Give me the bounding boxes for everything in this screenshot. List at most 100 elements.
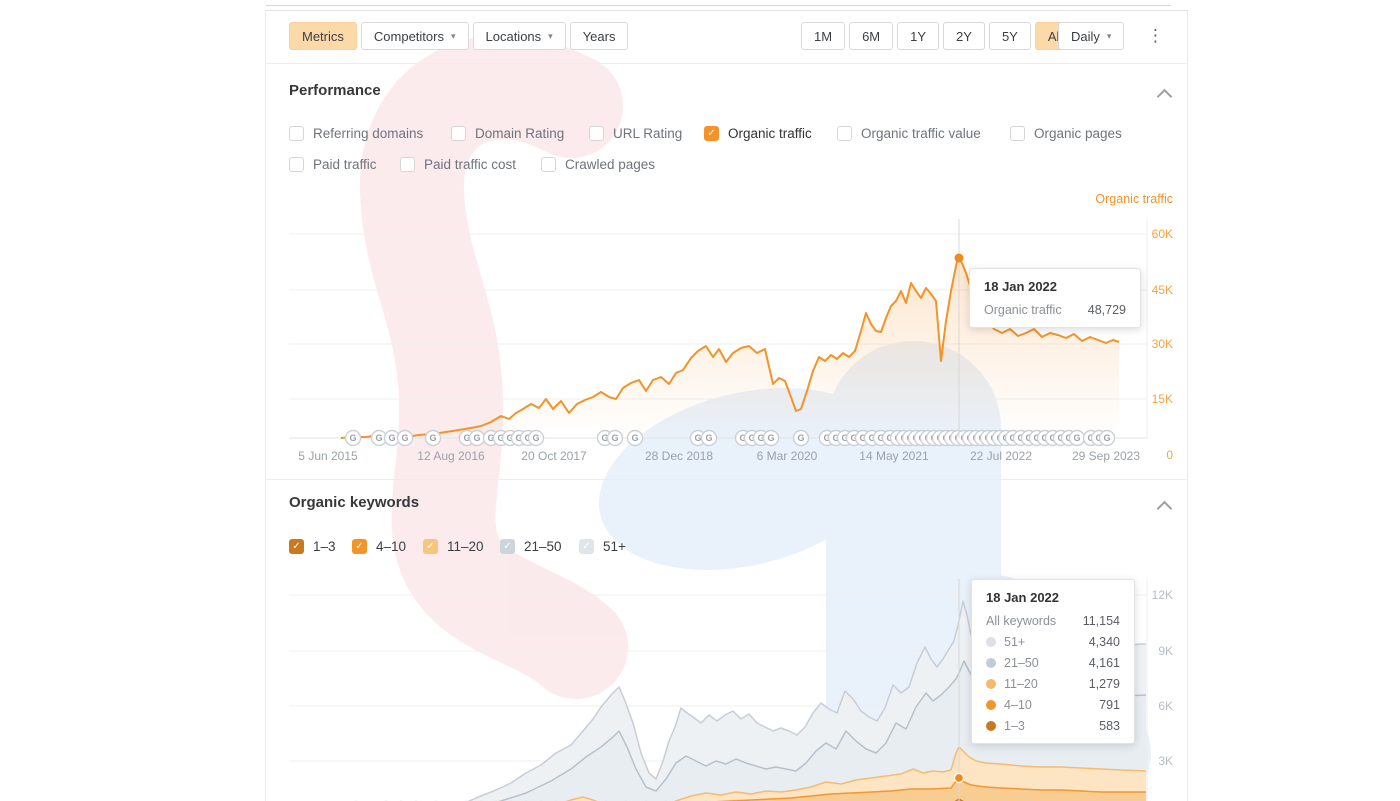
tooltip-row: Organic traffic 48,729 xyxy=(984,303,1126,317)
tooltip-row-11-20: 11–20 1,279 xyxy=(986,677,1120,691)
checkbox-51+[interactable]: 51+ xyxy=(579,538,626,554)
checkbox-label: Organic pages xyxy=(1034,125,1122,141)
keyword-band-line-11-20 xyxy=(565,746,1147,801)
y-axis-tick: 15K xyxy=(1151,392,1173,406)
y-axis-tick: 0 xyxy=(1166,448,1173,462)
range-5y[interactable]: 5Y xyxy=(988,22,1031,50)
tooltip-row-21-50: 21–50 4,161 xyxy=(986,656,1120,670)
y-axis-tick: 3K xyxy=(1158,754,1173,768)
button-label: Competitors xyxy=(373,28,444,44)
tab-locations[interactable]: Locations ▾ xyxy=(472,22,566,50)
tooltip-label: All keywords xyxy=(986,614,1057,628)
x-axis-tick: 14 May 2021 xyxy=(859,449,929,463)
svg-text:G: G xyxy=(1103,433,1110,443)
svg-text:G: G xyxy=(388,433,395,443)
tab-competitors[interactable]: Competitors ▾ xyxy=(360,22,469,50)
svg-text:G: G xyxy=(767,433,774,443)
previous-card-edge xyxy=(266,5,1171,6)
unchecked-checkbox-icon xyxy=(289,125,304,141)
tooltip-row-51+: 51+ 4,340 xyxy=(986,635,1120,649)
unchecked-checkbox-icon xyxy=(837,125,852,141)
kebab-menu-icon[interactable]: ⋮ xyxy=(1147,26,1164,45)
checkbox-1-3[interactable]: 1–3 xyxy=(289,538,336,554)
svg-text:G: G xyxy=(463,433,470,443)
checkbox-label: Referring domains xyxy=(313,125,424,141)
tooltip-label: 4–10 xyxy=(1004,698,1032,712)
checkbox-label: Paid traffic xyxy=(313,156,377,172)
svg-text:G: G xyxy=(532,433,539,443)
unchecked-checkbox-icon xyxy=(289,156,304,172)
checkbox-paid-traffic[interactable]: Paid traffic xyxy=(289,156,377,172)
button-label: Metrics xyxy=(302,28,344,44)
series-dot-icon xyxy=(986,658,996,668)
series-dot-icon xyxy=(986,637,996,647)
checked-checkbox-icon xyxy=(289,538,304,554)
svg-text:G: G xyxy=(739,433,746,443)
series-dot-icon xyxy=(986,721,996,731)
checkbox-label: Crawled pages xyxy=(565,156,656,172)
checked-checkbox-icon xyxy=(704,125,719,141)
range-1m[interactable]: 1M xyxy=(801,22,846,50)
y-axis-tick: 6K xyxy=(1158,699,1173,713)
interval-dropdown[interactable]: Daily ▾ xyxy=(1058,22,1125,50)
x-axis-tick: 12 Aug 2016 xyxy=(417,449,485,463)
unchecked-checkbox-icon xyxy=(541,156,556,172)
tooltip-rows: All keywords 11,154 51+ 4,340 21–50 4,161 11–2… xyxy=(986,614,1120,733)
divider xyxy=(266,479,1187,480)
svg-text:G: G xyxy=(497,433,504,443)
checkbox-crawled-pages[interactable]: Crawled pages xyxy=(541,156,655,172)
svg-text:G: G xyxy=(611,433,618,443)
keyword-band-line-4-10 xyxy=(715,777,1146,801)
tab-metrics[interactable]: Metrics xyxy=(289,22,357,50)
checkbox-4-10[interactable]: 4–10 xyxy=(352,538,406,554)
checkbox-21-50[interactable]: 21–50 xyxy=(500,538,562,554)
unchecked-checkbox-icon xyxy=(400,156,415,172)
hover-point-dot xyxy=(954,253,964,263)
x-axis-tick: 22 Jul 2022 xyxy=(969,449,1033,463)
tooltip-value: 4,161 xyxy=(1088,656,1120,670)
checkbox-paid-traffic-cost[interactable]: Paid traffic cost xyxy=(400,156,516,172)
keyword-band-4-10 xyxy=(731,778,1146,801)
tooltip-row-1-3: 1–3 583 xyxy=(986,719,1120,733)
svg-text:G: G xyxy=(841,433,848,443)
checkbox-organic-traffic[interactable]: Organic traffic xyxy=(704,125,812,141)
checkbox-label: Domain Rating xyxy=(475,125,565,141)
checkbox-organic-pages[interactable]: Organic pages xyxy=(1010,125,1122,141)
checked-checkbox-icon xyxy=(500,538,515,554)
svg-text:G: G xyxy=(506,433,513,443)
checkbox-11-20[interactable]: 11–20 xyxy=(423,538,484,554)
x-axis-tick: 6 Mar 2020 xyxy=(756,449,818,463)
checkbox-url-rating[interactable]: URL Rating xyxy=(589,125,682,141)
tooltip-label: Organic traffic xyxy=(984,303,1062,317)
svg-text:G: G xyxy=(705,433,712,443)
svg-text:G: G xyxy=(601,433,608,443)
checkbox-domain-rating[interactable]: Domain Rating xyxy=(451,125,564,141)
button-label: 6M xyxy=(862,28,881,44)
svg-text:G: G xyxy=(631,433,638,443)
svg-text:G: G xyxy=(757,433,764,443)
checkbox-label: 21–50 xyxy=(524,538,562,554)
svg-text:G: G xyxy=(401,433,408,443)
button-label: Years xyxy=(582,28,616,44)
organic-traffic-area xyxy=(341,257,1119,438)
checkbox-referring-domains[interactable]: Referring domains xyxy=(289,125,423,141)
button-label: 2Y xyxy=(956,28,972,44)
y-axis-tick: 30K xyxy=(1151,337,1173,351)
range-2y[interactable]: 2Y xyxy=(943,22,985,50)
range-1y[interactable]: 1Y xyxy=(897,22,940,50)
y-axis-tick: 45K xyxy=(1151,283,1173,297)
tooltip-row-4-10: 4–10 791 xyxy=(986,698,1120,712)
checkbox-organic-traffic-value[interactable]: Organic traffic value xyxy=(837,125,981,141)
svg-text:G: G xyxy=(797,433,804,443)
svg-text:G: G xyxy=(349,433,356,443)
button-label: 1M xyxy=(814,28,833,44)
button-label: 5Y xyxy=(1001,28,1018,44)
range-6m[interactable]: 6M xyxy=(849,22,894,50)
checkbox-label: 11–20 xyxy=(447,538,484,554)
y-axis-tick: 9K xyxy=(1158,644,1173,658)
tab-years[interactable]: Years xyxy=(569,22,629,50)
checkbox-label: 1–3 xyxy=(313,538,336,554)
checkbox-label: Organic traffic xyxy=(728,125,812,141)
svg-text:G: G xyxy=(375,433,382,443)
checked-checkbox-icon xyxy=(579,538,594,554)
